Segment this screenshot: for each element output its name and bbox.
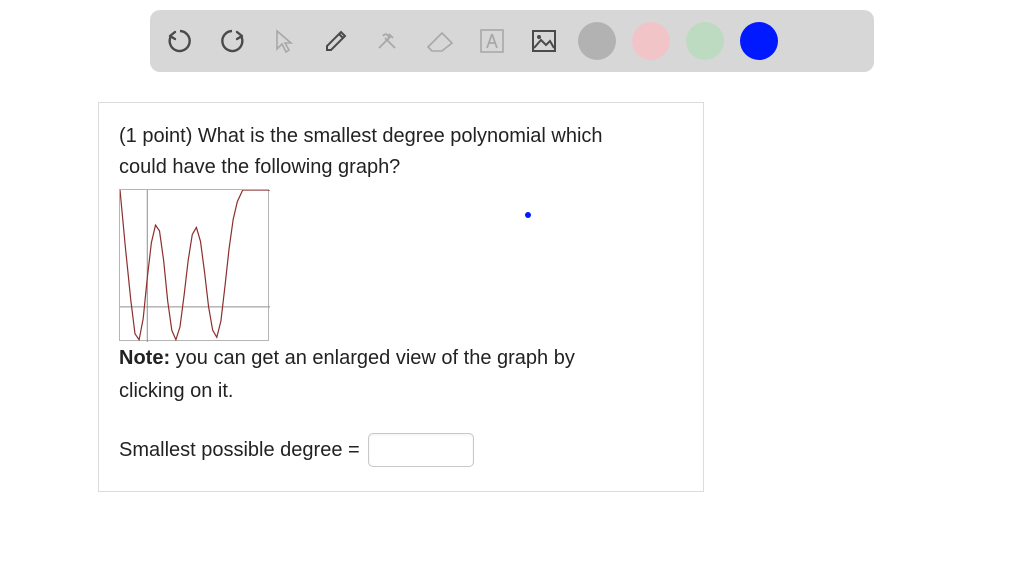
note-line-2: clicking on it. [119,376,683,407]
note-bold: Note: [119,347,170,369]
image-icon [529,26,559,56]
tools-button[interactable] [370,23,406,59]
eraser-button[interactable] [422,23,458,59]
color-gray[interactable] [578,22,616,60]
note-line-1: Note: you can get an enlarged view of th… [119,343,683,374]
tools-icon [373,26,403,56]
pen-button[interactable] [318,23,354,59]
eraser-icon [424,27,456,55]
note-rest: you can get an enlarged view of the grap… [170,347,575,369]
text-icon [477,26,507,56]
polynomial-graph[interactable] [119,189,269,341]
answer-label: Smallest possible degree = [119,439,360,462]
color-blue[interactable] [740,22,778,60]
color-pink[interactable] [632,22,670,60]
graph-svg [120,190,270,342]
redo-button[interactable] [214,23,250,59]
question-line-2: could have the following graph? [119,152,683,183]
answer-row: Smallest possible degree = [119,433,683,467]
undo-icon [165,26,195,56]
question-line-1: (1 point) What is the smallest degree po… [119,121,683,152]
cursor-dot [525,212,531,218]
drawing-toolbar [150,10,874,72]
pen-icon [321,26,351,56]
image-button[interactable] [526,23,562,59]
degree-input[interactable] [368,433,474,467]
pointer-icon [270,27,298,55]
undo-button[interactable] [162,23,198,59]
text-button[interactable] [474,23,510,59]
pointer-button[interactable] [266,23,302,59]
color-green[interactable] [686,22,724,60]
redo-icon [217,26,247,56]
question-panel: (1 point) What is the smallest degree po… [98,102,704,492]
